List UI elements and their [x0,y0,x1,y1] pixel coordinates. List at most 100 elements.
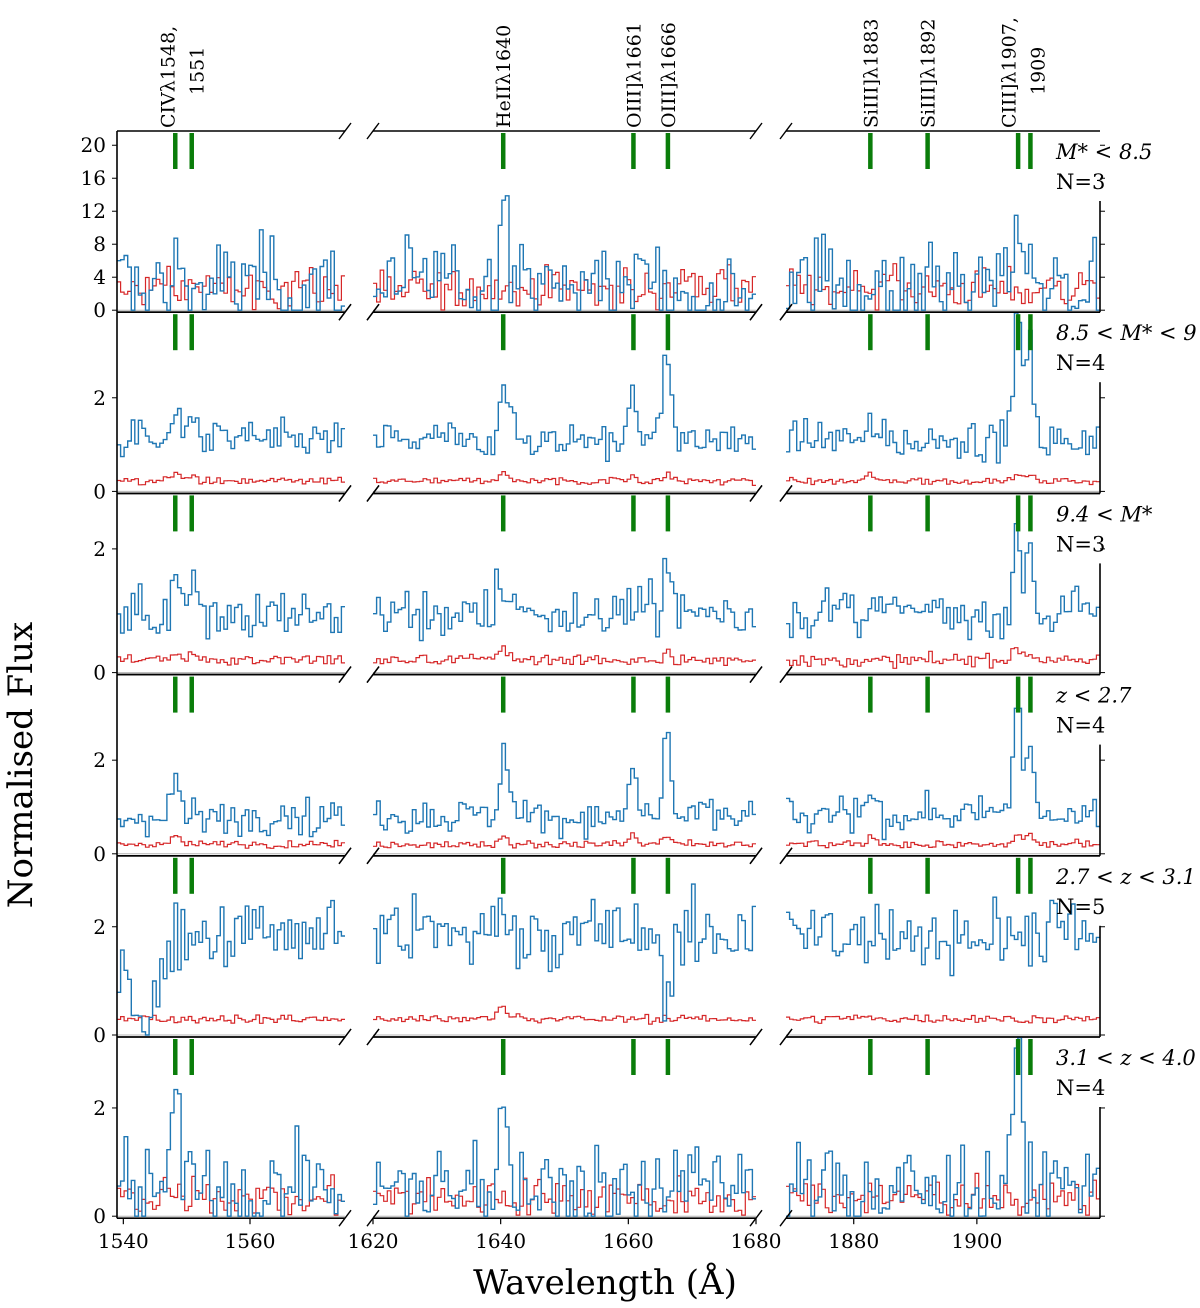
flux-spectrum [117,569,345,640]
error-spectrum [373,1175,756,1216]
axis-break-mark [779,303,793,321]
flux-spectrum [117,229,345,311]
axis-break-mark [779,1209,793,1227]
line-label-4: SiIII]λ1883 [860,19,882,128]
x-tick-label: 1620 [348,1229,399,1253]
axis-break-mark [366,484,380,502]
panel-5: 0 2 3.1 < z < 4.0 N=4 [93,1028,1196,1228]
x-tick-label: 1880 [828,1229,879,1253]
panel-3-segment-1 [366,666,763,865]
panel-2-segment-2 [779,484,1101,684]
axis-break-mark [338,484,352,502]
panel-4-segment-0 [116,847,352,1046]
flux-spectrum [786,312,1100,464]
panel-4-segment-2 [779,847,1101,1046]
panel-2-segment-0 [116,484,352,684]
y-tick-label: 2 [93,915,106,939]
error-spectrum [373,471,756,486]
flux-spectrum [117,1088,345,1217]
axis-break-mark [338,303,352,321]
panel-1: 0 2 8.5 < M* < 9 N=4 [93,303,1197,503]
line-label-text: 1909 [1027,47,1049,95]
axis-break-mark [749,1028,763,1046]
flux-spectrum [373,731,756,840]
panel-count: N=4 [1056,351,1105,375]
axis-break-mark [366,122,380,140]
axis-break-mark [779,122,793,140]
flux-spectrum [373,1106,756,1217]
error-spectrum [786,263,1100,311]
x-tick-label: 1900 [951,1229,1002,1253]
error-spectrum [117,651,345,666]
panel-label: 8.5 < M* < 9 [1056,321,1197,345]
axis-break-mark [366,666,380,684]
error-spectrum [373,1005,756,1025]
error-spectrum [117,471,345,486]
line-label-6: CIII]λ1907, 1909 [998,17,1049,128]
panel-label: z < 2.7 [1055,684,1132,708]
line-label-text: OIII]λ1661 [623,22,645,128]
panel-5-segment-2 [779,1028,1101,1227]
panel-label: M* < 8.5 [1055,140,1152,164]
y-tick-label: 0 [93,661,106,685]
panel-1-segment-1 [366,303,763,502]
x-tick-label: 1680 [731,1229,782,1253]
y-tick-label: 12 [81,199,106,223]
axis-break-mark [338,847,352,865]
y-axis-label: Normalised Flux [1,622,41,908]
panel-0-segment-0 [116,122,352,321]
y-tick-label: 0 [93,1204,106,1228]
axis-break-mark [338,1028,352,1046]
axis-break-mark [779,666,793,684]
line-label-5: SiIII]λ1892 [918,19,940,128]
axis-break-mark [749,666,763,684]
line-label-text: SiIII]λ1883 [860,19,882,128]
panel-5-segment-1 [366,1028,763,1227]
flux-spectrum [373,354,756,462]
line-label-3: OIII]λ1666 [658,22,680,128]
error-spectrum [373,832,756,849]
panel-label: 3.1 < z < 4.0 [1056,1046,1196,1070]
line-label-text: HeIIλ1640 [493,25,515,128]
axis-break-mark [779,484,793,502]
axis-break-mark [338,122,352,140]
line-label-text: 1551 [187,47,209,95]
y-tick-label: 8 [93,232,106,256]
x-tick-label: 1560 [225,1229,276,1253]
panel-2-segment-1 [366,484,763,684]
y-tick-label: 0 [93,479,106,503]
axis-break-mark [779,1028,793,1046]
x-tick-label: 1640 [475,1229,526,1253]
error-spectrum [786,647,1100,669]
line-label-text: CIVλ1548, [158,26,180,128]
panel-2: 0 2 9.4 < M* N=3 [93,484,1153,685]
y-tick-label: 2 [93,748,106,772]
error-spectrum [786,832,1100,849]
panel-3: 0 2 z < 2.7 N=4 [93,666,1132,866]
panel-3-segment-0 [116,666,352,865]
error-spectrum [373,264,756,311]
panel-count: N=3 [1056,532,1105,556]
error-spectrum [786,471,1100,486]
panel-3-segment-2 [779,666,1101,865]
panel-label: 2.7 < z < 3.1 [1055,865,1196,889]
y-tick-label: 0 [93,298,106,322]
panel-count: N=3 [1056,170,1105,194]
flux-spectrum [786,707,1100,841]
error-spectrum [117,1014,345,1024]
line-label-0: CIVλ1548, 1551 [158,26,209,128]
line-label-text: OIII]λ1666 [658,22,680,128]
axis-break-mark [749,847,763,865]
flux-spectrum [786,214,1100,311]
flux-spectrum [373,883,756,1022]
error-spectrum [786,1014,1100,1024]
y-tick-label: 2 [93,537,106,561]
panel-5-segment-0 [116,1028,352,1227]
flux-spectrum [117,772,345,838]
flux-spectrum [117,899,345,1036]
line-label-text: CIII]λ1907, [998,17,1020,128]
line-label-2: OIII]λ1661 [623,22,645,128]
error-spectrum [117,265,345,311]
axis-break-mark [749,484,763,502]
